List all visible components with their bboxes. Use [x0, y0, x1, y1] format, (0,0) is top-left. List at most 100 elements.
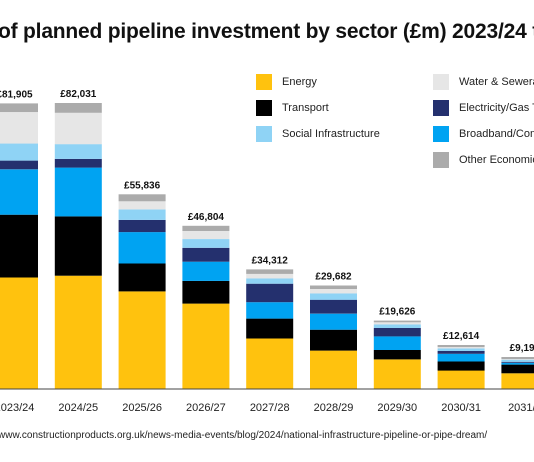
- bar-segment-water-sewerage-6: [373, 322, 421, 325]
- bar-segment-transport-2: [118, 263, 166, 292]
- bar-segment-electricity-gas-transmission-5: [310, 299, 357, 314]
- legend-swatch: [433, 100, 449, 116]
- chart-title: of planned pipeline investment by sector…: [0, 20, 534, 43]
- legend-label: Electricity/Gas Transmission: [459, 102, 534, 114]
- legend-swatch: [256, 100, 272, 116]
- bar-segment-other-economic-4: [246, 269, 294, 274]
- bar-segment-social-infrastructure-8: [501, 359, 534, 362]
- bar-segment-transport-4: [246, 318, 294, 339]
- legend-label: Transport: [282, 102, 329, 114]
- bar-segment-electricity-gas-transmission-7: [437, 351, 485, 354]
- bar-segment-broadband-communications-7: [437, 353, 485, 362]
- total-label: £82,031: [60, 89, 97, 100]
- bar-segment-other-economic-3: [182, 225, 230, 231]
- x-tick-label: 2031/3: [508, 402, 534, 414]
- bar-segment-electricity-gas-transmission-1: [54, 158, 102, 168]
- bar-segment-broadband-communications-3: [182, 261, 230, 281]
- legend-swatch: [256, 74, 272, 90]
- bar-segment-broadband-communications-6: [373, 336, 421, 350]
- bar-segment-transport-3: [182, 280, 230, 304]
- bar-segment-other-economic-0: [0, 103, 38, 113]
- bar-segment-water-sewerage-0: [0, 112, 38, 144]
- bar-segment-social-infrastructure-7: [437, 348, 485, 351]
- bar-segment-transport-6: [373, 350, 421, 360]
- bar-segment-transport-1: [54, 216, 102, 276]
- total-label: £55,836: [124, 180, 161, 191]
- legend-label: Energy: [282, 76, 317, 88]
- bar-segment-water-sewerage-7: [437, 347, 485, 349]
- legend-label: Broadband/Communications: [459, 128, 534, 140]
- bar-segment-social-infrastructure-4: [246, 278, 294, 284]
- bar-segment-energy-2: [118, 291, 166, 389]
- bar-segment-energy-8: [501, 373, 534, 389]
- bar-segment-water-sewerage-4: [246, 273, 294, 279]
- bars-layer: [0, 103, 534, 389]
- bar-segment-transport-8: [501, 364, 534, 374]
- bar-segment-other-economic-1: [54, 103, 102, 113]
- x-tick-label: 2026/27: [186, 402, 226, 414]
- x-tick-labels-layer: 2023/24 2024/25 2025/26 2026/27 2027/28 2028/…: [0, 402, 534, 414]
- bar-segment-electricity-gas-transmission-8: [501, 361, 534, 363]
- legend-label: Social Infrastructure: [282, 128, 380, 140]
- bar-segment-energy-0: [0, 277, 38, 389]
- bar-segment-other-economic-2: [118, 194, 166, 202]
- total-label: £9,191: [510, 343, 534, 354]
- bar-segment-water-sewerage-3: [182, 231, 230, 239]
- bar-segment-broadband-communications-0: [0, 169, 38, 215]
- bar-segment-social-infrastructure-3: [182, 239, 230, 248]
- bar-segment-broadband-communications-2: [118, 232, 166, 264]
- bar-segment-transport-0: [0, 214, 38, 278]
- bar-segment-social-infrastructure-1: [54, 144, 102, 159]
- total-labels-layer: £81,905 £82,031 £55,836 £46,804 £34,312 £29,6…: [0, 89, 534, 354]
- x-tick-label: 2028/29: [314, 402, 354, 414]
- total-label: £46,804: [188, 212, 225, 223]
- bar-segment-electricity-gas-transmission-0: [0, 160, 38, 170]
- bar-segment-other-economic-8: [501, 357, 534, 360]
- bar-segment-other-economic-5: [310, 285, 357, 289]
- bar-segment-water-sewerage-8: [501, 359, 534, 360]
- bar-segment-energy-4: [246, 338, 294, 389]
- legend-swatch: [433, 152, 449, 168]
- x-tick-label: 2024/25: [58, 402, 98, 414]
- x-tick-label: 2025/26: [122, 402, 162, 414]
- bar-segment-broadband-communications-5: [310, 313, 357, 330]
- legend-swatch: [433, 74, 449, 90]
- bar-segment-energy-6: [373, 359, 421, 389]
- legend-label: Water & Sewerage: [459, 76, 534, 88]
- bar-segment-social-infrastructure-0: [0, 143, 38, 161]
- x-tick-label: 2030/31: [441, 402, 481, 414]
- bar-segment-energy-3: [182, 303, 230, 389]
- total-label: £12,614: [443, 331, 480, 342]
- bar-segment-broadband-communications-8: [501, 362, 534, 365]
- bar-segment-social-infrastructure-2: [118, 209, 166, 220]
- bar-segment-social-infrastructure-5: [310, 293, 357, 300]
- bar-segment-energy-7: [437, 370, 485, 389]
- bar-segment-electricity-gas-transmission-6: [373, 328, 421, 337]
- bar-segment-electricity-gas-transmission-3: [182, 247, 230, 262]
- bar-segment-water-sewerage-2: [118, 201, 166, 210]
- bar-segment-transport-5: [310, 329, 357, 351]
- legend-swatch: [256, 126, 272, 142]
- x-tick-label: 2029/30: [377, 402, 417, 414]
- bar-segment-broadband-communications-1: [54, 167, 102, 217]
- x-tick-label: 2023/24: [0, 402, 34, 414]
- bar-segment-transport-7: [437, 361, 485, 371]
- total-label: £29,682: [315, 272, 352, 283]
- bar-segment-energy-1: [54, 275, 102, 389]
- x-tick-label: 2027/28: [250, 402, 290, 414]
- total-label: £19,626: [379, 307, 416, 318]
- bar-segment-social-infrastructure-6: [373, 324, 421, 328]
- bar-segment-electricity-gas-transmission-2: [118, 219, 166, 233]
- bar-segment-broadband-communications-4: [246, 302, 294, 319]
- bar-segment-other-economic-7: [437, 345, 485, 348]
- bar-segment-water-sewerage-1: [54, 112, 102, 145]
- source-note: www.constructionproducts.org.uk/news-med…: [0, 430, 488, 441]
- bar-segment-water-sewerage-5: [310, 289, 357, 294]
- total-label: £81,905: [0, 89, 33, 100]
- legend-label: Other Economic: [459, 154, 534, 166]
- total-label: £34,312: [252, 255, 289, 266]
- bar-segment-energy-5: [310, 350, 357, 389]
- bar-segment-electricity-gas-transmission-4: [246, 283, 294, 303]
